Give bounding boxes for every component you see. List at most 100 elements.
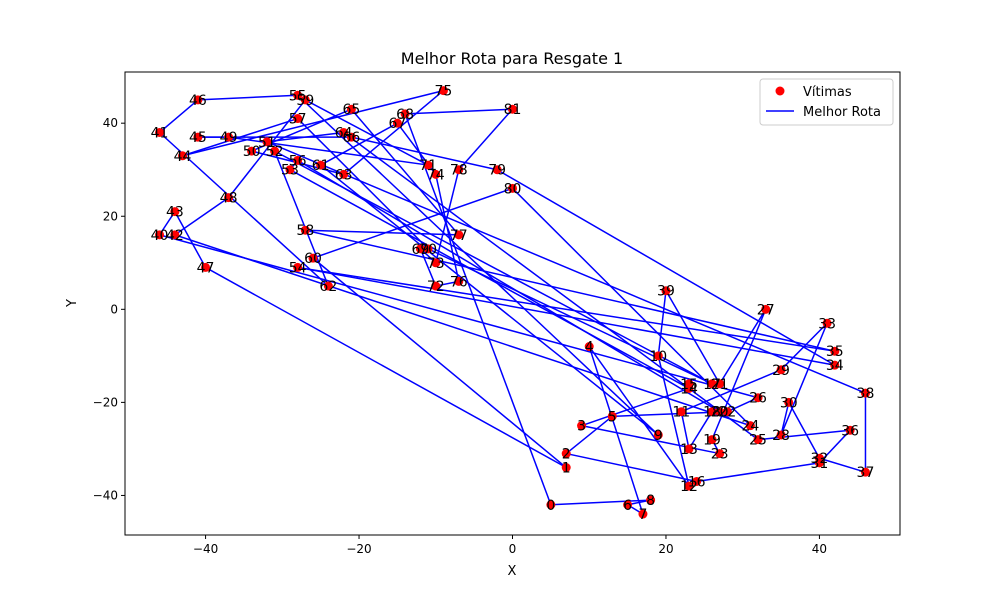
point-label: 28 xyxy=(772,428,790,444)
point-label: 24 xyxy=(741,419,759,435)
point-label: 51 xyxy=(258,135,276,151)
victim-point xyxy=(561,463,571,473)
victim-point xyxy=(155,230,165,240)
victim-point xyxy=(784,397,794,407)
point-label: 21 xyxy=(711,377,729,393)
route-segment xyxy=(205,266,567,469)
victim-point xyxy=(308,253,318,263)
point-label: 54 xyxy=(289,260,307,276)
victim-point xyxy=(684,481,694,491)
point-label: 30 xyxy=(780,395,798,411)
route-segment xyxy=(788,402,821,459)
route-segment xyxy=(458,108,514,171)
y-tick-label: −40 xyxy=(93,488,118,502)
x-tick-label: −20 xyxy=(346,542,371,556)
route-segment xyxy=(159,99,199,134)
route-segment xyxy=(719,308,767,385)
point-label: 17 xyxy=(703,377,721,393)
victim-point xyxy=(753,393,763,403)
point-label: 63 xyxy=(335,167,353,183)
route-segment xyxy=(297,118,429,250)
route-segment xyxy=(197,94,298,101)
point-label: 33 xyxy=(818,316,836,332)
point-label: 8 xyxy=(646,493,655,509)
point-label: 22 xyxy=(718,405,736,421)
point-label: 50 xyxy=(243,144,261,160)
point-label: 31 xyxy=(811,456,829,472)
route-segment xyxy=(312,187,513,259)
victim-point xyxy=(707,407,717,417)
point-label: 16 xyxy=(688,474,706,490)
victim-point xyxy=(178,151,188,161)
route-segment xyxy=(343,90,444,175)
point-label: 75 xyxy=(435,84,453,100)
x-tick-label: −40 xyxy=(193,542,218,556)
point-label: 35 xyxy=(826,344,844,360)
x-tick-label: 20 xyxy=(658,542,673,556)
victim-point xyxy=(776,365,786,375)
point-label: 42 xyxy=(166,228,184,244)
x-tick-label: 0 xyxy=(509,542,517,556)
point-label: 58 xyxy=(296,223,314,239)
victim-point xyxy=(170,230,180,240)
point-label: 69 xyxy=(412,242,430,258)
victim-point xyxy=(201,262,211,272)
point-label: 72 xyxy=(427,279,445,295)
route-segment xyxy=(780,402,790,436)
x-axis-ticks: −40 −20 0 20 40 xyxy=(193,535,827,556)
point-label: 23 xyxy=(711,447,729,463)
victim-point xyxy=(392,118,402,128)
victim-point xyxy=(845,425,855,435)
point-label: 0 xyxy=(546,498,555,514)
victim-point xyxy=(561,449,571,459)
point-label: 73 xyxy=(427,256,445,272)
victim-point xyxy=(339,169,349,179)
victim-point xyxy=(423,244,433,254)
route-segment xyxy=(304,99,429,166)
point-label: 36 xyxy=(841,423,859,439)
route-segment xyxy=(665,290,721,385)
victim-point xyxy=(584,342,594,352)
route-segment xyxy=(350,108,460,236)
route-segment xyxy=(266,141,866,394)
route-segment xyxy=(688,411,713,450)
victim-point xyxy=(431,258,441,268)
victim-point xyxy=(293,262,303,272)
point-label: 11 xyxy=(672,405,690,421)
point-label: 57 xyxy=(289,112,307,128)
point-label: 39 xyxy=(657,284,675,300)
victim-point xyxy=(860,388,870,398)
victim-point xyxy=(492,165,502,175)
victim-point xyxy=(346,104,356,114)
victim-point xyxy=(623,500,633,510)
point-label: 48 xyxy=(220,191,238,207)
point-label: 9 xyxy=(654,428,663,444)
victim-point xyxy=(247,146,257,156)
victim-point xyxy=(508,104,517,114)
victim-point xyxy=(270,146,280,156)
y-tick-label: −20 xyxy=(93,395,118,409)
victim-point xyxy=(761,304,771,314)
x-axis-label: X xyxy=(508,564,517,579)
victim-point xyxy=(653,430,663,440)
victim-point xyxy=(776,430,786,440)
victim-point xyxy=(715,407,725,417)
route-segment xyxy=(297,266,835,352)
route-segment xyxy=(297,266,835,366)
victim-points xyxy=(155,86,870,519)
victim-point xyxy=(715,449,725,459)
point-label: 15 xyxy=(680,377,698,393)
point-label: 59 xyxy=(296,93,314,109)
point-label: 81 xyxy=(504,102,522,118)
route-segment xyxy=(680,411,690,450)
point-label: 7 xyxy=(638,507,647,523)
victim-point xyxy=(830,360,840,370)
legend: Vítimas Melhor Rota xyxy=(759,78,894,126)
route-segment xyxy=(581,387,690,427)
point-label: 61 xyxy=(312,158,330,174)
victim-point xyxy=(285,165,295,175)
victim-point xyxy=(400,109,410,119)
x-tick-label: 40 xyxy=(812,542,827,556)
point-label: 1 xyxy=(562,461,571,477)
